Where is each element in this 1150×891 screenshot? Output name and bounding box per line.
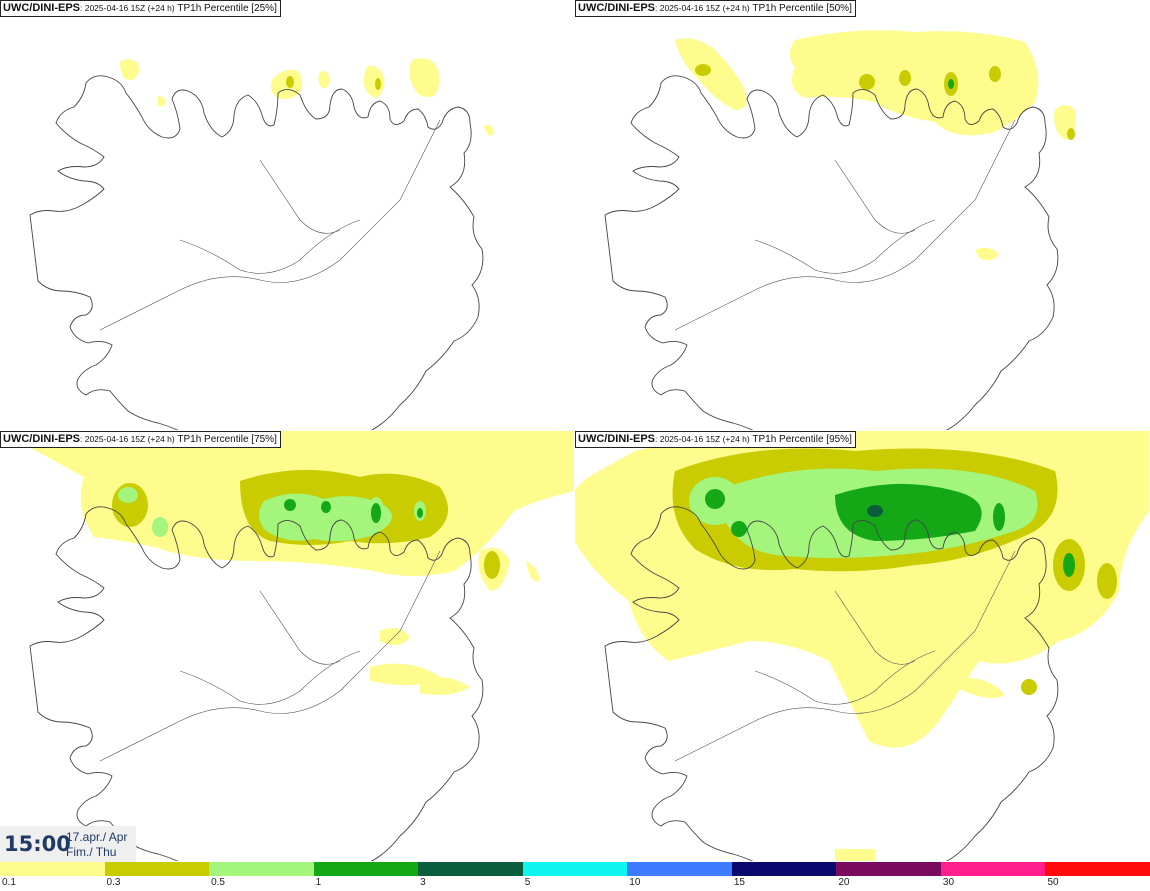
map-panel-p25: UWC/DINI-EPS: 2025-04-16 15Z (+24 h) TP1…: [0, 0, 574, 430]
coastline: [29, 75, 484, 430]
roads: [674, 119, 1016, 331]
legend-swatch: [940, 862, 1046, 876]
legend-tick-label: 1: [315, 877, 322, 888]
color-legend: 0.1 0.3 0.5 1 3 5 10 15 20 30 50: [0, 862, 1150, 891]
legend-tick-label: 50: [1047, 877, 1059, 888]
legend-tick-label: 20: [838, 877, 850, 888]
iceland-map: [575, 431, 1149, 861]
legend-swatch: [209, 862, 315, 876]
model-name: UWC/DINI-EPS: [578, 433, 655, 445]
roads: [99, 119, 441, 331]
coastline: [604, 75, 1059, 430]
legend-tick-label: 15: [733, 877, 745, 888]
legend-swatch: [1045, 862, 1150, 876]
panel-title: UWC/DINI-EPS: 2025-04-16 15Z (+24 h) TP1…: [575, 431, 856, 448]
legend-swatch: [731, 862, 837, 876]
legend-swatch: [627, 862, 733, 876]
roads: [99, 550, 441, 762]
map-panel-p75: UWC/DINI-EPS: 2025-04-16 15Z (+24 h) TP1…: [0, 431, 574, 861]
precip-overlay: [675, 30, 1076, 261]
run-time: : 2025-04-16 15Z (+24 h): [655, 434, 750, 444]
valid-date-line2: Fim./ Thu: [66, 845, 117, 859]
map-panel-p95: UWC/DINI-EPS: 2025-04-16 15Z (+24 h) TP1…: [575, 431, 1149, 861]
coastline: [604, 506, 1059, 861]
variable-label: TP1h Percentile [25%]: [177, 3, 277, 14]
legend-tick-label: 10: [629, 877, 641, 888]
iceland-map: [604, 30, 1076, 430]
legend-tick-label: 3: [420, 877, 426, 888]
precip-overlay: [120, 58, 494, 136]
legend-swatch: [104, 862, 210, 876]
panel-title: UWC/DINI-EPS: 2025-04-16 15Z (+24 h) TP1…: [0, 0, 281, 17]
legend-swatch: [836, 862, 942, 876]
valid-time-box: 15:00 17.apr./ Apr Fim./ Thu: [0, 826, 136, 862]
legend-swatch: [418, 862, 524, 876]
iceland-map: [0, 431, 574, 861]
model-name: UWC/DINI-EPS: [3, 2, 80, 14]
roads: [674, 550, 1016, 762]
legend-tick-label: 0.5: [211, 877, 225, 888]
legend-tick-label: 0.1: [2, 877, 16, 888]
variable-label: TP1h Percentile [75%]: [177, 434, 277, 445]
run-time: : 2025-04-16 15Z (+24 h): [80, 434, 175, 444]
valid-time-clock: 15:00: [4, 832, 71, 856]
run-time: : 2025-04-16 15Z (+24 h): [80, 3, 175, 13]
model-name: UWC/DINI-EPS: [578, 2, 655, 14]
variable-label: TP1h Percentile [95%]: [752, 434, 852, 445]
legend-swatch: [522, 862, 628, 876]
legend-swatch: [0, 862, 106, 876]
legend-swatch: [313, 862, 419, 876]
run-time: : 2025-04-16 15Z (+24 h): [655, 3, 750, 13]
panel-title: UWC/DINI-EPS: 2025-04-16 15Z (+24 h) TP1…: [0, 431, 281, 448]
map-panel-p50: UWC/DINI-EPS: 2025-04-16 15Z (+24 h) TP1…: [575, 0, 1149, 430]
model-name: UWC/DINI-EPS: [3, 433, 80, 445]
panel-title: UWC/DINI-EPS: 2025-04-16 15Z (+24 h) TP1…: [575, 0, 856, 17]
legend-tick-label: 30: [942, 877, 955, 888]
valid-date-line1: 17.apr./ Apr: [66, 830, 128, 844]
legend-tick-label: 0.3: [106, 877, 121, 888]
legend-tick-label: 5: [524, 877, 531, 888]
iceland-map: [29, 58, 494, 430]
variable-label: TP1h Percentile [50%]: [752, 3, 852, 14]
